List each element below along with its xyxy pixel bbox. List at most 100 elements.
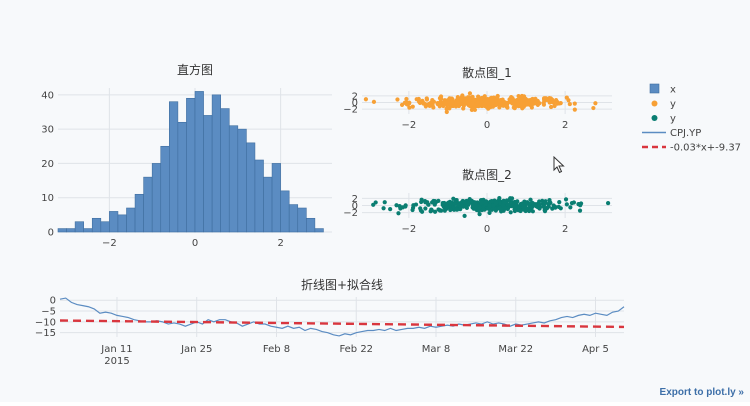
scatter-point	[438, 101, 443, 107]
histogram-bar	[151, 163, 162, 233]
scatter-point	[487, 210, 492, 215]
histogram-bar	[134, 193, 144, 233]
scatter-point	[432, 209, 438, 214]
scatter-point	[511, 105, 516, 110]
scatter-point	[577, 202, 582, 207]
export-to-plotly-link[interactable]: Export to plot.ly »	[659, 387, 744, 398]
scatter-point	[453, 198, 458, 203]
histogram-bar	[160, 145, 170, 233]
scatter-point	[407, 105, 412, 110]
scatter-point	[505, 105, 510, 110]
histogram-bar	[186, 97, 196, 233]
scatter-point	[530, 209, 535, 214]
scatter-point	[527, 208, 532, 214]
hist-xtick-label: 2	[277, 238, 283, 249]
hist-xtick-label: −2	[102, 238, 117, 249]
scatter-point	[469, 101, 475, 107]
histogram-bar	[57, 228, 67, 233]
scatter-point	[547, 197, 552, 203]
scatter-point	[396, 211, 401, 216]
scatter-point	[437, 207, 442, 213]
scatter-point	[497, 205, 502, 211]
legend-item-label: y	[670, 99, 676, 110]
scatter-point	[571, 200, 577, 205]
scatter-point	[429, 200, 435, 205]
scatter-point	[505, 100, 510, 106]
scatter-point	[521, 204, 526, 209]
scatter-point	[542, 201, 547, 206]
hist-ytick-label: 30	[41, 125, 54, 136]
scatter-point	[556, 204, 561, 209]
mouse-cursor-icon	[553, 155, 565, 178]
scatter-point	[444, 109, 449, 115]
scatter-point	[441, 103, 446, 109]
histogram-bar	[271, 163, 281, 233]
scatter-point	[404, 96, 409, 102]
scatter-ytick-label: 0	[352, 201, 358, 212]
scatter-ytick-label: −2	[343, 208, 358, 219]
line-xtick-label: Mar 8	[422, 344, 450, 355]
line-ytick-label: −15	[35, 328, 56, 339]
scatter-point	[423, 200, 428, 205]
scatter-point	[546, 98, 551, 103]
scatter-point	[549, 104, 554, 110]
scatter-point	[572, 107, 577, 112]
scatter-point	[481, 102, 486, 107]
scatter-point	[381, 206, 386, 211]
scatter-point	[564, 95, 569, 100]
scatter-point	[447, 96, 452, 101]
scatter-xtick-label: 2	[562, 224, 568, 235]
scatter-point	[518, 99, 523, 104]
scatter-point	[530, 201, 536, 206]
scatter-point	[463, 203, 468, 208]
line-xtick-label: Jan 25	[180, 344, 212, 355]
scatter-point	[430, 98, 435, 103]
hist-xtick-label: 0	[192, 238, 198, 249]
histogram-bar	[254, 159, 264, 233]
hist-ytick-label: 10	[41, 193, 54, 204]
scatter-point	[459, 203, 464, 208]
scatter-title: 散点图_2	[462, 167, 512, 182]
scatter-point	[472, 98, 477, 103]
scatter-point	[423, 102, 428, 107]
scatter-point	[410, 104, 415, 109]
scatter-point	[546, 201, 551, 207]
scatter-point	[593, 101, 598, 106]
histogram-bar	[263, 176, 273, 233]
scatter-point	[513, 98, 518, 103]
scatter-point	[479, 200, 484, 205]
scatter-point	[458, 206, 463, 212]
histogram-bar	[83, 228, 93, 233]
scatter-point	[488, 199, 493, 204]
scatter-point	[452, 201, 458, 206]
hist-ytick-label: 20	[41, 159, 54, 170]
histogram-bar	[117, 214, 127, 233]
scatter-xtick-label: 0	[484, 120, 490, 131]
histogram-bar	[228, 125, 239, 233]
scatter-point	[459, 95, 464, 100]
histogram-bar	[91, 217, 102, 233]
scatter-point	[413, 202, 419, 207]
scatter-point	[490, 104, 496, 109]
scatter-point	[444, 205, 449, 210]
histogram-bar	[126, 207, 136, 233]
scatter-point	[510, 101, 515, 106]
histogram-bar	[177, 121, 187, 233]
histogram-bar	[211, 94, 221, 233]
legend-dot-icon	[651, 115, 658, 121]
scatter-point	[537, 101, 542, 106]
line-xtick-label: Jan 11	[100, 344, 132, 355]
line-ytick-label: 0	[50, 296, 56, 307]
line-xtick-label: Feb 8	[263, 344, 290, 355]
scatter-point	[553, 205, 558, 210]
scatter-point	[529, 205, 535, 210]
scatter-ytick-label: 0	[352, 98, 358, 109]
hist-ytick-label: 40	[41, 90, 54, 101]
scatter-point	[514, 201, 519, 206]
scatter-point	[439, 96, 444, 101]
scatter-point	[419, 197, 424, 202]
scatter-point	[541, 96, 547, 101]
scatter-point	[466, 95, 471, 100]
histogram-bar	[74, 221, 84, 233]
hist-ytick-label: 0	[48, 228, 54, 239]
